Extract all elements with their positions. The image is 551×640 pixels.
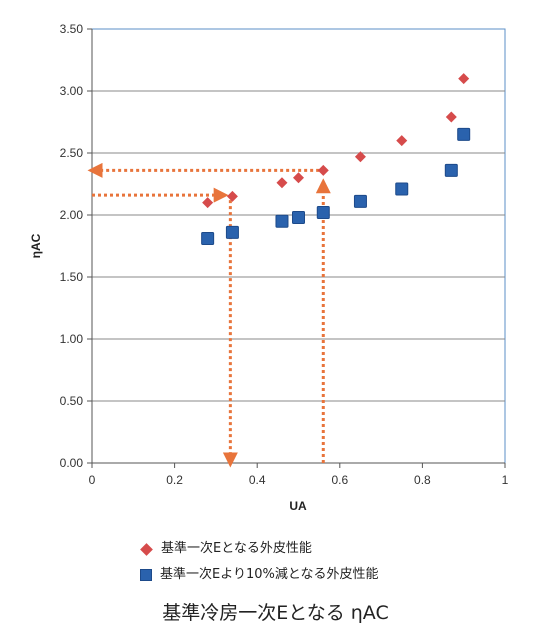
scatter-chart: 0.00 0.50 1.00 1.50 2.00 2.50 3.00 3.50 0 0.2 0.4 0… <box>29 22 509 513</box>
series-1-point <box>445 111 457 123</box>
legend-item-series-2: 基準一次Eより10%減となる外皮性能 <box>140 562 378 588</box>
y-tick-label: 2.00 <box>60 208 84 222</box>
y-tick-label: 2.50 <box>60 146 84 160</box>
series-2-point <box>457 127 471 141</box>
series-1-point <box>226 190 238 202</box>
diamond-marker-icon <box>140 542 153 556</box>
series-2-point <box>225 225 239 239</box>
x-axis-label: UA <box>289 499 307 513</box>
x-tick-label: 0.2 <box>166 473 183 487</box>
series-1-point <box>396 135 408 147</box>
series-1-point <box>202 197 214 209</box>
x-tick-label: 0.6 <box>331 473 348 487</box>
plot-area <box>91 28 506 464</box>
legend-item-series-1: 基準一次Eとなる外皮性能 <box>140 536 378 562</box>
y-tick-label: 3.50 <box>60 22 84 36</box>
series-2-point <box>444 163 458 177</box>
x-tick-label: 0 <box>89 473 96 487</box>
series-2-point <box>316 206 330 220</box>
chart-caption: 基準冷房一次Eとなる ηAC <box>162 602 389 624</box>
y-tick-label: 0.50 <box>60 394 84 408</box>
series-2-point <box>292 210 305 224</box>
y-tick-label: 0.00 <box>60 456 84 470</box>
y-tick-label: 1.00 <box>60 332 84 346</box>
annotation-arrows <box>87 162 331 468</box>
data-series <box>201 73 471 246</box>
square-marker-icon <box>140 569 152 581</box>
series-1-point <box>293 172 304 184</box>
x-tick-label: 0.8 <box>414 473 431 487</box>
legend: 基準一次Eとなる外皮性能 基準一次Eより10%減となる外皮性能 <box>140 536 378 588</box>
y-axis-label: ηAC <box>29 233 43 258</box>
legend-label-series-2: 基準一次Eより10%減となる外皮性能 <box>160 567 379 582</box>
x-tick-label: 1 <box>502 473 509 487</box>
series-1-point <box>317 164 329 176</box>
series-2-point <box>395 182 409 196</box>
x-tick-label: 0.4 <box>249 473 266 487</box>
series-2-point <box>353 194 367 208</box>
axes: 0.00 0.50 1.00 1.50 2.00 2.50 3.00 3.50 0 0.2 0.4 0… <box>60 22 509 487</box>
series-1-point <box>354 151 366 163</box>
grid-lines <box>92 90 505 402</box>
series-2-point <box>275 214 289 228</box>
series-1-point <box>458 73 470 85</box>
series-2-point <box>201 232 215 246</box>
y-tick-label: 1.50 <box>60 270 84 284</box>
legend-label-series-1: 基準一次Eとなる外皮性能 <box>161 541 312 556</box>
series-1-point <box>276 177 288 189</box>
y-tick-label: 3.00 <box>60 84 84 98</box>
